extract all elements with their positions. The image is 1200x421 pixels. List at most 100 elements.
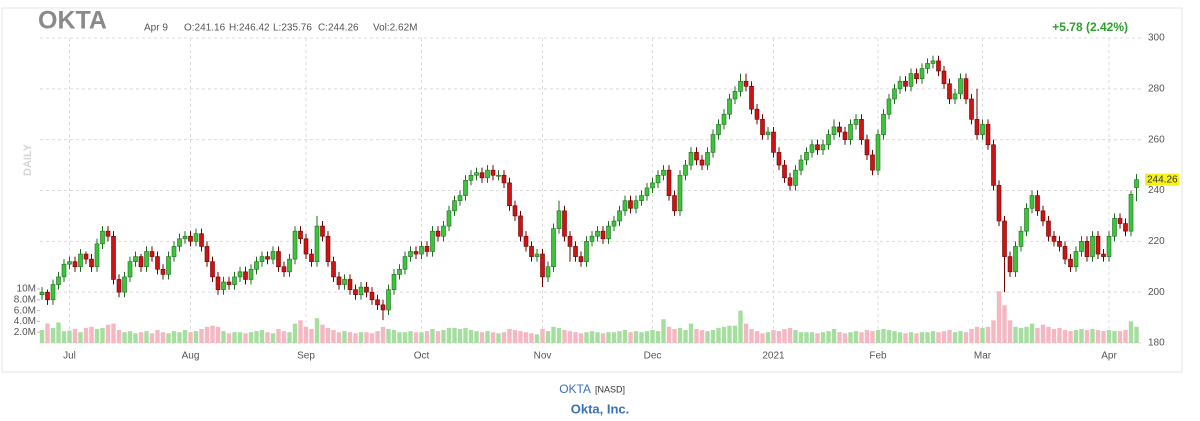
candle-body — [963, 78, 969, 100]
volume-bar — [474, 331, 479, 343]
footer-exchange: [NASD] — [595, 384, 625, 394]
candle-body — [237, 271, 243, 278]
volume-bar — [683, 330, 688, 343]
volume-bar — [820, 332, 826, 343]
candle-body — [914, 73, 919, 79]
volume-bar — [419, 332, 424, 343]
candle-body — [787, 177, 793, 186]
volume-bar — [1073, 330, 1079, 343]
candle-body — [518, 215, 523, 237]
volume-bar — [925, 332, 930, 343]
candle-body — [375, 299, 380, 306]
volume-bar — [881, 328, 886, 343]
volume-bar — [127, 331, 133, 343]
candle-body — [523, 235, 529, 247]
volume-bar — [848, 332, 853, 343]
y-tick-label: 200 — [1148, 287, 1165, 298]
candle-body — [996, 185, 1002, 222]
volume-bar — [435, 331, 441, 343]
volume-bar — [276, 328, 281, 343]
candle-body — [589, 235, 595, 242]
volume-bar — [584, 332, 589, 343]
candle-body — [364, 286, 369, 293]
volume-bar — [985, 326, 991, 343]
candle-body — [215, 276, 221, 290]
candle-body — [892, 88, 897, 100]
volume-bar — [886, 330, 892, 343]
volume-bar — [914, 333, 919, 343]
volume-bar — [639, 332, 644, 343]
candle-body — [688, 152, 694, 166]
volume-bar — [798, 332, 804, 343]
volume-bar — [199, 328, 204, 343]
candle-body — [347, 279, 353, 290]
y-tick-label: 300 — [1148, 33, 1165, 44]
candle-body — [122, 276, 127, 293]
candle-body — [292, 230, 298, 260]
candle-body — [463, 180, 468, 196]
volume-bar — [56, 322, 61, 343]
candle-body — [1073, 251, 1079, 268]
candle-body — [925, 63, 930, 69]
volume-bar — [1134, 326, 1139, 343]
candle-body — [985, 124, 991, 146]
volume-bar — [1068, 331, 1073, 343]
candle-body — [45, 291, 50, 301]
candle-body — [1084, 241, 1090, 257]
candle-body — [842, 131, 848, 140]
volume-bar — [507, 328, 512, 343]
candle-body — [600, 230, 606, 240]
volume-bar — [122, 332, 127, 343]
volume-bar — [468, 330, 474, 343]
volume-bar — [518, 331, 523, 343]
info-close: C:244.26 — [318, 23, 359, 34]
volume-bar — [1090, 328, 1095, 343]
volume-bar — [617, 331, 622, 343]
candle-body — [732, 91, 738, 100]
candle-body — [265, 256, 270, 260]
y-tick-label: 240 — [1148, 185, 1165, 196]
volume-bar — [1084, 330, 1090, 343]
candle-body — [133, 256, 138, 262]
candle-body — [534, 253, 540, 257]
volume-bar — [1018, 327, 1024, 343]
volume-bar — [61, 331, 67, 343]
candle-body — [738, 80, 743, 92]
candle-body — [320, 225, 325, 237]
candle-body — [529, 246, 534, 257]
y2-tick-label: 4.0M — [14, 316, 36, 327]
volume-bar — [287, 332, 292, 343]
candle-body — [1035, 195, 1040, 212]
volume-bar — [529, 333, 534, 343]
volume-bar — [930, 331, 936, 343]
candle-body — [204, 246, 210, 262]
candle-body — [336, 276, 342, 285]
candle-body — [974, 119, 980, 135]
candle-body — [721, 113, 727, 125]
volume-bar — [793, 330, 798, 343]
candle-body — [793, 169, 798, 186]
volume-bar — [996, 291, 1002, 343]
y-tick-label: 180 — [1148, 338, 1165, 349]
volume-bar — [699, 330, 705, 343]
candle-body — [562, 210, 567, 237]
volume-bar — [408, 331, 413, 343]
x-tick-label: Dec — [644, 351, 662, 362]
volume-bar — [380, 326, 386, 343]
candle-body — [254, 261, 259, 270]
volume-bar — [485, 331, 490, 343]
candle-body — [1101, 253, 1106, 257]
candle-body — [424, 246, 430, 252]
volume-bar — [364, 332, 369, 343]
candle-body — [980, 124, 985, 135]
volume-bar — [138, 332, 144, 343]
candle-body — [864, 139, 870, 156]
candle-body — [1068, 258, 1073, 268]
volume-bar — [892, 331, 897, 343]
y-tick-label: 280 — [1148, 83, 1165, 94]
candle-body — [567, 235, 573, 247]
candle-body — [171, 246, 177, 257]
volume-bar — [89, 326, 94, 343]
volume-bar — [1112, 331, 1117, 343]
info-low: L:235.76 — [273, 23, 312, 34]
